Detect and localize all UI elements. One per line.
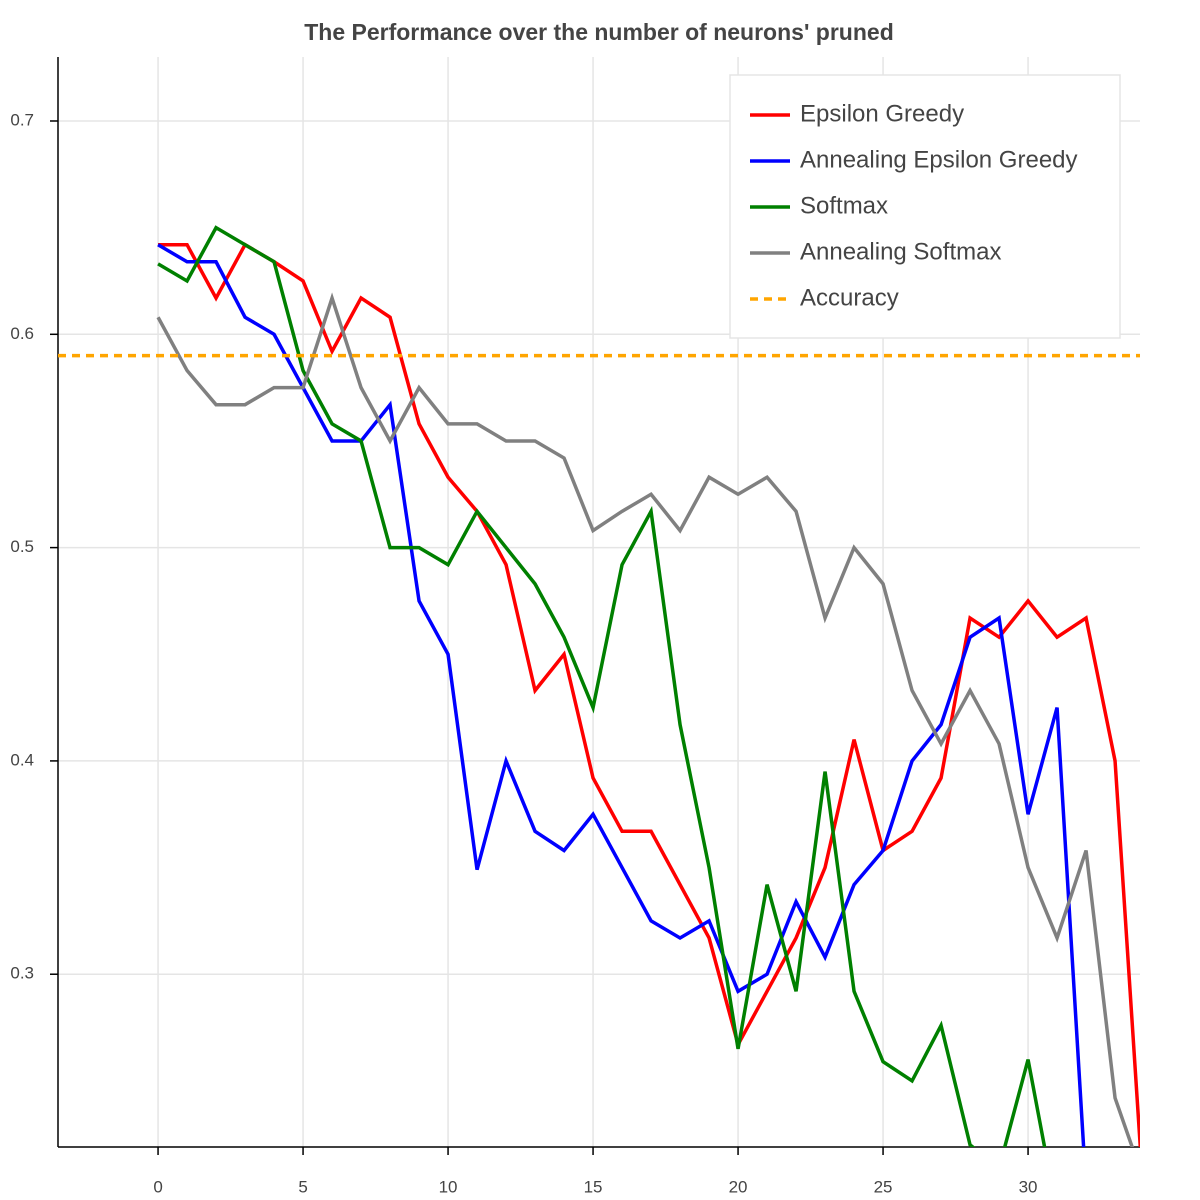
- x-tick-label: 20: [729, 1177, 748, 1196]
- chart-title: The Performance over the number of neuro…: [304, 19, 894, 45]
- x-tick-label: 0: [153, 1177, 162, 1196]
- x-tick-label: 30: [1019, 1177, 1038, 1196]
- legend-label: Annealing Softmax: [800, 238, 1001, 265]
- x-tick-label: 5: [298, 1177, 307, 1196]
- x-tick-label: 15: [584, 1177, 603, 1196]
- y-tick-label: 0.6: [10, 324, 34, 343]
- y-tick-label: 0.4: [10, 750, 34, 769]
- legend-box: [729, 74, 1121, 339]
- y-tick-label: 0.7: [10, 110, 34, 129]
- legend-label: Accuracy: [800, 284, 899, 311]
- series-line: [157, 225, 1047, 1147]
- series-line: [157, 243, 1086, 1147]
- x-tick-label: 10: [439, 1177, 458, 1196]
- legend-label: Softmax: [800, 192, 888, 219]
- series-line: [158, 242, 1140, 1147]
- x-tick-label: 25: [874, 1177, 893, 1196]
- y-tick-label: 0.5: [10, 537, 34, 556]
- legend-label: Annealing Epsilon Greedy: [800, 146, 1078, 173]
- series-line: [156, 292, 1135, 1147]
- legend-label: Epsilon Greedy: [800, 100, 964, 127]
- y-tick-label: 0.3: [10, 964, 34, 983]
